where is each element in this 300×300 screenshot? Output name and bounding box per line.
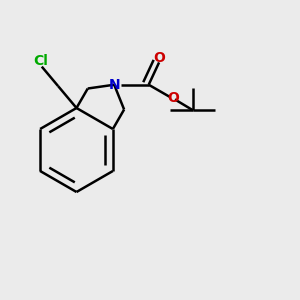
Text: O: O [153,51,165,65]
Text: Cl: Cl [33,54,48,68]
Text: N: N [108,78,120,92]
Text: O: O [167,91,179,105]
